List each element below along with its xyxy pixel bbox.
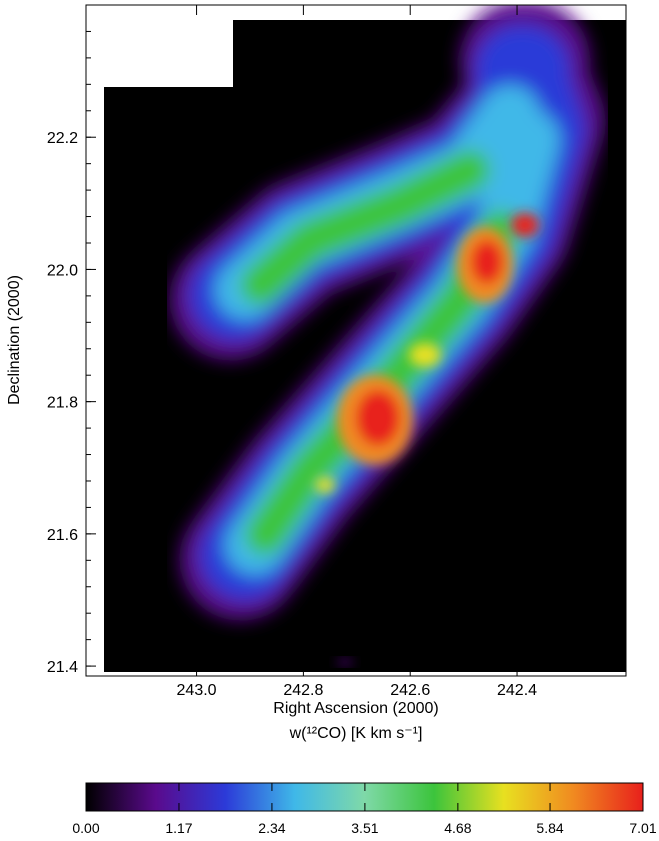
y-tick-label: 21.8 — [47, 395, 78, 412]
x-tick-label: 242.8 — [283, 682, 323, 699]
colorbar-tick-label: 5.84 — [536, 820, 563, 836]
colorbar-tick-label: 2.34 — [258, 820, 285, 836]
colorbar-label: w(¹²CO) [K km s⁻¹] — [289, 725, 423, 742]
hot-spots — [315, 213, 539, 493]
y-tick-label: 21.4 — [47, 659, 78, 676]
colorbar-tick-label: 4.68 — [444, 820, 471, 836]
colorbar-tick-label: 3.51 — [351, 820, 378, 836]
x-tick-label: 243.0 — [177, 682, 217, 699]
colorbar-tick-label: 0.00 — [72, 820, 99, 836]
y-tick-label: 22.0 — [47, 262, 78, 279]
colorbar-tick-label: 7.01 — [629, 820, 656, 836]
x-tick-label: 242.6 — [390, 682, 430, 699]
x-tick-label: 242.4 — [497, 682, 537, 699]
plot-frame — [85, 4, 627, 677]
x-axis-label: Right Ascension (2000) — [273, 700, 438, 717]
map-image — [104, 5, 626, 672]
y-tick-label: 21.6 — [47, 527, 78, 544]
y-tick-label: 22.2 — [47, 130, 78, 147]
emission-spot — [337, 659, 353, 665]
colorbar-tick-label: 1.17 — [165, 820, 192, 836]
y-axis-label: Declination (2000) — [6, 275, 23, 405]
